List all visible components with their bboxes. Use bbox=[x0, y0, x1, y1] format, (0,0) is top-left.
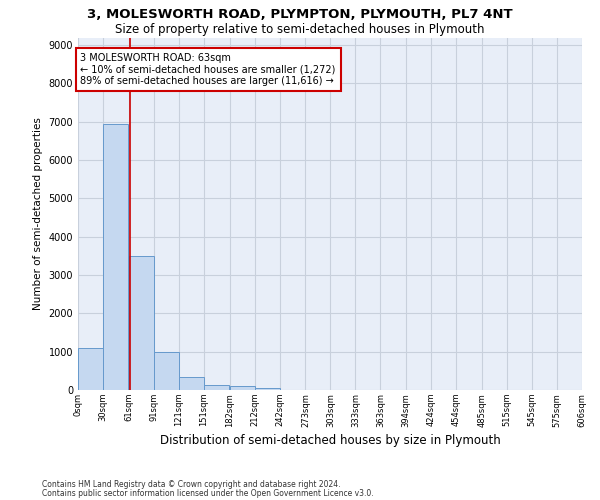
Bar bbox=[154, 352, 179, 390]
Text: 3, MOLESWORTH ROAD, PLYMPTON, PLYMOUTH, PL7 4NT: 3, MOLESWORTH ROAD, PLYMPTON, PLYMOUTH, … bbox=[87, 8, 513, 20]
Bar bbox=[254, 388, 280, 390]
Text: Size of property relative to semi-detached houses in Plymouth: Size of property relative to semi-detach… bbox=[115, 22, 485, 36]
Bar bbox=[179, 376, 204, 390]
Bar bbox=[230, 386, 254, 390]
Bar bbox=[103, 124, 128, 390]
Y-axis label: Number of semi-detached properties: Number of semi-detached properties bbox=[33, 118, 43, 310]
X-axis label: Distribution of semi-detached houses by size in Plymouth: Distribution of semi-detached houses by … bbox=[160, 434, 500, 446]
Text: Contains HM Land Registry data © Crown copyright and database right 2024.: Contains HM Land Registry data © Crown c… bbox=[42, 480, 341, 489]
Bar bbox=[78, 348, 103, 390]
Text: Contains public sector information licensed under the Open Government Licence v3: Contains public sector information licen… bbox=[42, 488, 374, 498]
Bar bbox=[204, 385, 229, 390]
Bar bbox=[129, 256, 154, 390]
Text: 3 MOLESWORTH ROAD: 63sqm
← 10% of semi-detached houses are smaller (1,272)
89% o: 3 MOLESWORTH ROAD: 63sqm ← 10% of semi-d… bbox=[80, 53, 336, 86]
